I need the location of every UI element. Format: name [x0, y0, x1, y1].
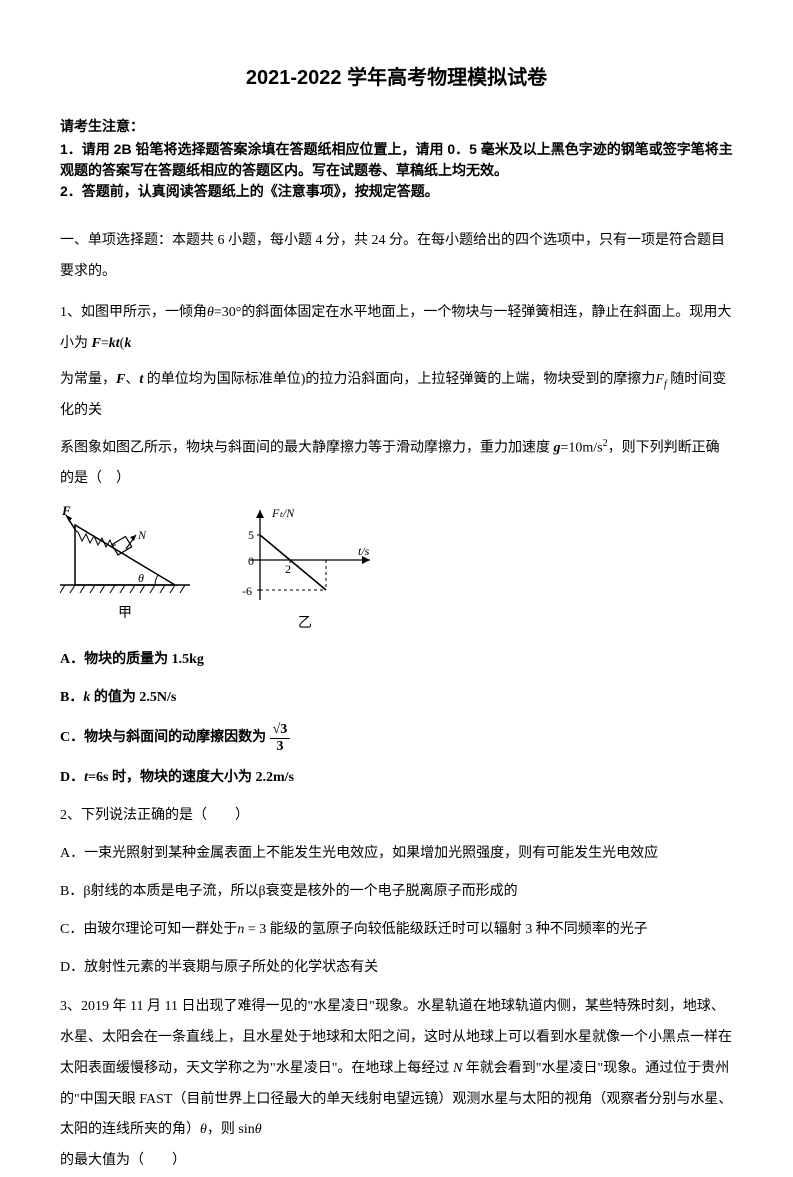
q2-opt-a: A．一束光照射到某种金属表面上不能发生光电效应，如果增加光照强度，则有可能发生光… [60, 840, 733, 868]
fig-label-jia: 甲 [118, 601, 132, 626]
svg-text:θ: θ [138, 571, 144, 585]
q1-opt-b-b: 的值为 2.5N/s [90, 690, 176, 705]
notice-head: 请考生注意： [60, 114, 733, 139]
notice-line-1: 1．请用 2B 铅笔将选择题答案涂填在答题纸相应位置上，请用 0．5 毫米及以上… [60, 139, 733, 181]
q1-theta: θ [207, 305, 214, 320]
q3-N: N [453, 1061, 462, 1076]
q1-text-1: 1、如图甲所示，一倾角 [60, 305, 207, 320]
q1-opt-b: B．k 的值为 2.5N/s [60, 684, 733, 712]
q2-stem: 2、下列说法正确的是（ ） [60, 802, 733, 830]
svg-text:N: N [137, 528, 147, 542]
q1-eq: = [101, 336, 109, 351]
q1-k2: k [124, 336, 131, 351]
q1-stem-2: 为常量，F、t 的单位均为国际标准单位)的拉力沿斜面向，上拉轻弹簧的上端，物块受… [60, 365, 733, 427]
q1-text-3: 为常量， [60, 372, 116, 387]
svg-text:5: 5 [248, 528, 254, 542]
q1-text-6: 系图象如图乙所示，物块与斜面间的最大静摩擦力等于滑动摩擦力，重力加速度 [60, 441, 554, 456]
figure-yi: Fₜ/N t/s 5 0 -6 2 乙 [230, 505, 380, 636]
section-1-head: 一、单项选择题：本题共 6 小题，每小题 4 分，共 24 分。在每小题给出的四… [60, 226, 733, 288]
fig-label-yi: 乙 [298, 611, 312, 636]
svg-text:t/s: t/s [358, 544, 370, 558]
q3-theta: θ [200, 1122, 207, 1137]
q1-opt-c-num: √3 [270, 722, 291, 738]
svg-text:Fₜ/N: Fₜ/N [271, 506, 295, 520]
q1-opt-d-a: D． [60, 770, 84, 785]
q2-opt-c: C．由玻尔理论可知一群处于n = 3 能级的氢原子向较低能级跃迁时可以辐射 3 … [60, 916, 733, 944]
q1-opt-d: D．t=6s 时，物块的速度大小为 2.2m/s [60, 764, 733, 792]
q1-opt-a: A．物块的质量为 1.5kg [60, 646, 733, 674]
svg-text:2: 2 [285, 562, 291, 576]
q1-opt-b-a: B． [60, 690, 83, 705]
incline-diagram: θ F N [60, 505, 190, 595]
q1-opt-d-b: =6s 时，物块的速度大小为 2.2m/s [88, 770, 294, 785]
figure-jia: θ F N 甲 [60, 505, 190, 626]
q1-figures: θ F N 甲 Fₜ/N [60, 505, 733, 636]
q1-opt-c-den: 3 [270, 739, 291, 754]
q3-stem: 3、2019 年 11 月 11 日出现了难得一见的"水星凌日"现象。水星轨道在… [60, 992, 733, 1146]
q1-F: F [92, 336, 101, 351]
ft-chart: Fₜ/N t/s 5 0 -6 2 [230, 505, 380, 605]
notice-line-2: 2．答题前，认真阅读答题纸上的《注意事项》，按规定答题。 [60, 181, 733, 202]
svg-text:-6: -6 [242, 584, 252, 598]
q1-opt-c: C．物块与斜面间的动摩擦因数为 √3 3 [60, 722, 733, 754]
q1-sep: 、 [125, 372, 139, 387]
q1-g: g [554, 441, 561, 456]
q1-k: k [109, 336, 116, 351]
q2-opt-b: B．β射线的本质是电子流，所以β衰变是核外的一个电子脱离原子而形成的 [60, 878, 733, 906]
q1-gval: =10m/s [561, 441, 603, 456]
q1-Ff: F [655, 372, 664, 387]
svg-text:F: F [61, 505, 71, 518]
svg-text:0: 0 [248, 554, 254, 568]
q1-stem-3: 系图象如图乙所示，物块与斜面间的最大静摩擦力等于滑动摩擦力，重力加速度 g=10… [60, 433, 733, 495]
q2-opt-c-b: = 3 能级的氢原子向较低能级跃迁时可以辐射 3 种不同频率的光子 [244, 922, 647, 937]
q1-stem: 1、如图甲所示，一倾角θ=30°的斜面体固定在水平地面上，一个物块与一轻弹簧相连… [60, 298, 733, 360]
q1-text-4: 的单位均为国际标准单位)的拉力沿斜面向，上拉轻弹簧的上端，物块受到的摩擦力 [143, 372, 655, 387]
q1-opt-c-frac: √3 3 [270, 722, 291, 754]
q2-opt-c-a: C．由玻尔理论可知一群处于 [60, 922, 237, 937]
q3-c: ，则 sin [207, 1122, 255, 1137]
q1-opt-c-text: C．物块与斜面间的动摩擦因数为 [60, 731, 266, 746]
q3-stem-end: 的最大值为（ ） [60, 1146, 733, 1177]
page-title: 2021-2022 学年高考物理模拟试卷 [60, 60, 733, 96]
q1-F2: F [116, 372, 125, 387]
q2-opt-d: D．放射性元素的半衰期与原子所处的化学状态有关 [60, 954, 733, 982]
q3-theta2: θ [255, 1122, 262, 1137]
